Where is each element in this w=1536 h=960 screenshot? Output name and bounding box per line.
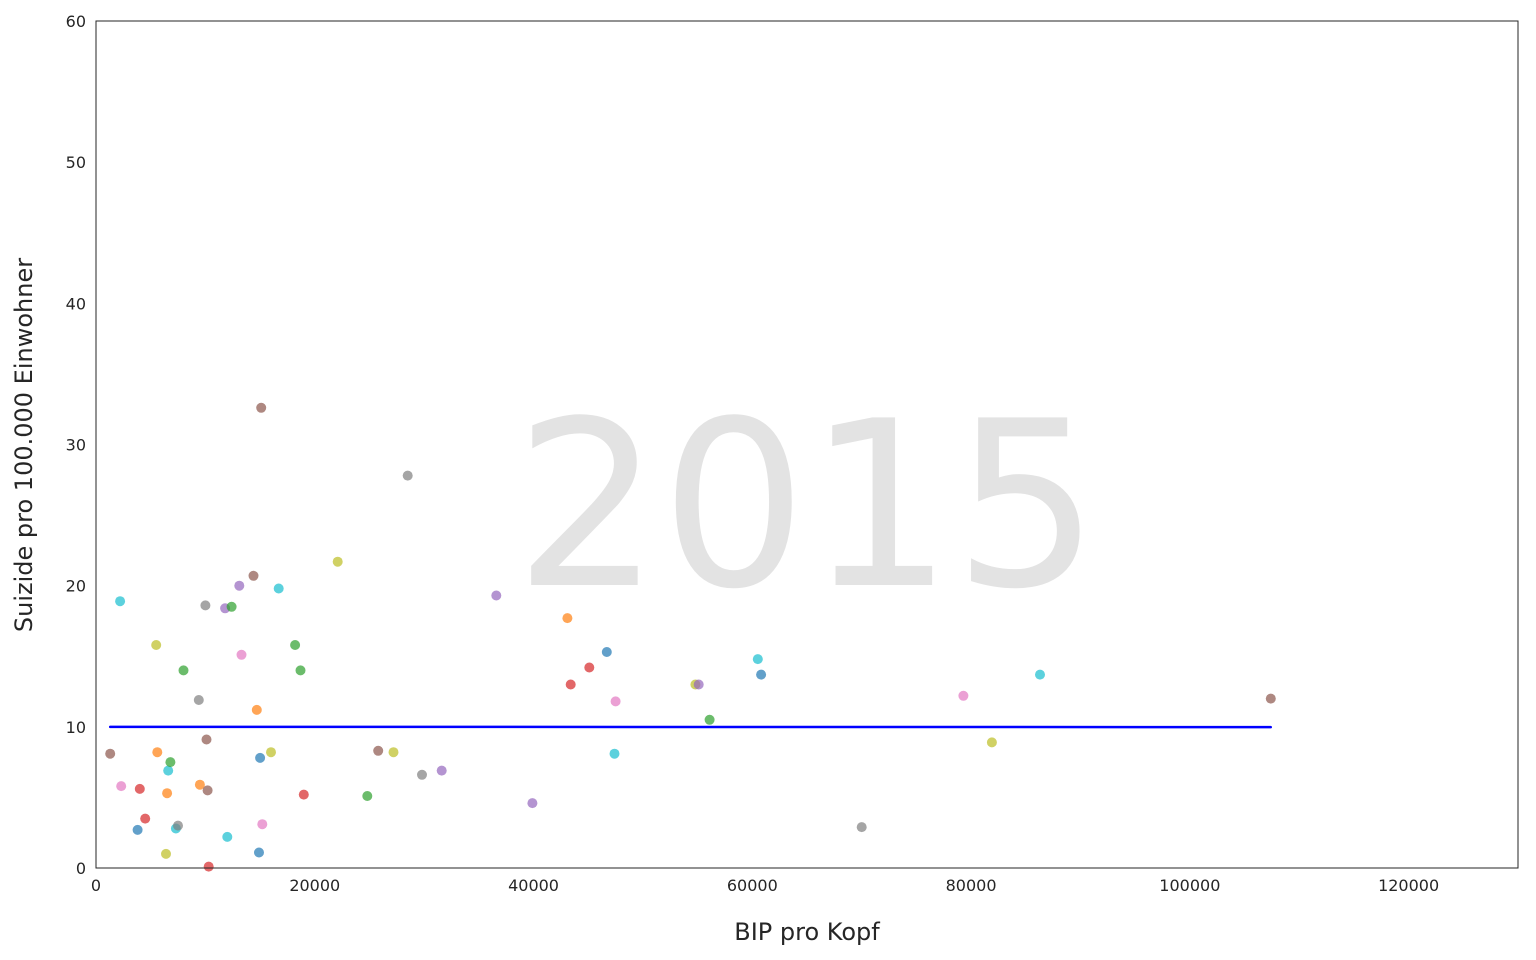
y-tick-label: 50 bbox=[66, 153, 86, 172]
data-point bbox=[704, 714, 715, 725]
data-point bbox=[756, 669, 767, 680]
data-point bbox=[332, 556, 343, 567]
data-point bbox=[256, 402, 267, 413]
data-point bbox=[203, 861, 214, 872]
data-point bbox=[163, 765, 174, 776]
data-point bbox=[178, 665, 189, 676]
data-point bbox=[388, 747, 399, 758]
data-point bbox=[251, 704, 262, 715]
data-point bbox=[266, 747, 276, 758]
y-axis-ticks: 0 10 20 30 40 50 60 bbox=[66, 12, 86, 878]
x-axis-ticks: 0 20000 40000 60000 80000 100000 120000 bbox=[91, 876, 1439, 895]
data-point bbox=[257, 819, 268, 830]
data-point bbox=[527, 798, 538, 809]
data-point bbox=[610, 696, 621, 707]
data-point bbox=[193, 695, 204, 705]
data-point bbox=[165, 757, 176, 768]
x-tick-label: 80000 bbox=[946, 876, 997, 895]
data-point bbox=[362, 791, 373, 801]
data-points bbox=[105, 402, 1276, 872]
data-point bbox=[234, 580, 245, 591]
data-point bbox=[105, 748, 116, 759]
data-point bbox=[752, 654, 763, 665]
data-point bbox=[693, 679, 704, 690]
data-point bbox=[609, 748, 620, 759]
year-annotation: 2015 bbox=[514, 373, 1099, 640]
data-point bbox=[254, 847, 264, 858]
data-point bbox=[565, 679, 576, 690]
data-point bbox=[226, 601, 237, 612]
data-point bbox=[1035, 669, 1045, 680]
y-axis-label: Suizide pro 100.000 Einwohner bbox=[10, 258, 38, 632]
data-point bbox=[436, 765, 447, 776]
data-point bbox=[248, 570, 259, 581]
data-point bbox=[222, 831, 233, 842]
x-tick-label: 100000 bbox=[1159, 876, 1220, 895]
data-point bbox=[134, 783, 145, 794]
data-point bbox=[194, 779, 205, 790]
data-point bbox=[298, 789, 309, 800]
data-point bbox=[1265, 693, 1276, 704]
x-axis-label: BIP pro Kopf bbox=[734, 918, 880, 946]
data-point bbox=[958, 690, 969, 701]
data-point bbox=[986, 737, 997, 748]
data-point bbox=[402, 470, 413, 481]
x-tick-label: 120000 bbox=[1378, 876, 1439, 895]
y-tick-label: 30 bbox=[66, 436, 86, 455]
data-point bbox=[417, 769, 427, 780]
data-point bbox=[161, 848, 171, 859]
data-point bbox=[151, 640, 162, 650]
data-point bbox=[856, 822, 867, 833]
data-point bbox=[200, 600, 211, 611]
data-point bbox=[295, 665, 306, 676]
data-point bbox=[152, 747, 163, 758]
x-tick-label: 60000 bbox=[727, 876, 778, 895]
data-point bbox=[132, 824, 143, 835]
data-point bbox=[562, 613, 573, 624]
data-point bbox=[584, 662, 595, 673]
data-point bbox=[236, 649, 247, 660]
data-point bbox=[255, 752, 266, 763]
data-point bbox=[115, 596, 126, 607]
data-point bbox=[273, 583, 284, 594]
data-point bbox=[290, 640, 301, 650]
data-point bbox=[601, 647, 612, 657]
data-point bbox=[491, 590, 502, 601]
data-point bbox=[116, 781, 127, 792]
y-tick-label: 20 bbox=[66, 577, 86, 596]
data-point bbox=[202, 785, 213, 796]
y-tick-label: 0 bbox=[76, 859, 86, 878]
plot-area-frame bbox=[95, 20, 1519, 869]
x-tick-label: 40000 bbox=[508, 876, 559, 895]
data-point bbox=[201, 734, 212, 745]
data-point bbox=[162, 788, 173, 799]
y-tick-label: 40 bbox=[66, 294, 86, 313]
y-tick-label: 10 bbox=[66, 718, 86, 737]
data-point bbox=[373, 745, 384, 756]
x-tick-label: 20000 bbox=[289, 876, 340, 895]
y-tick-label: 60 bbox=[66, 12, 86, 31]
x-tick-label: 0 bbox=[91, 876, 101, 895]
data-point bbox=[140, 813, 151, 824]
data-point bbox=[173, 820, 183, 831]
